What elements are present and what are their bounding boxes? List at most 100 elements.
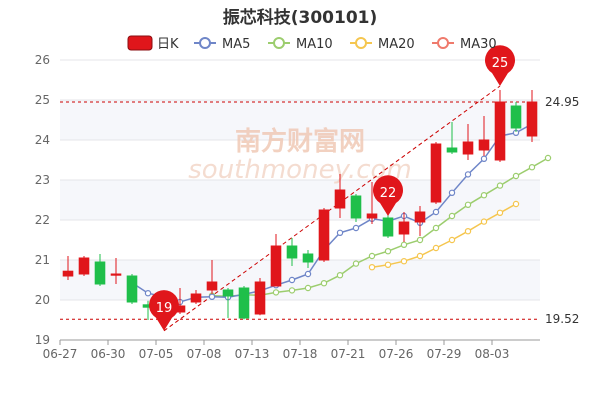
x-tick-label: 07-29 bbox=[427, 347, 462, 361]
grid-band bbox=[60, 100, 540, 140]
ma10-point bbox=[480, 191, 488, 199]
grid-band bbox=[60, 260, 540, 300]
candle-up bbox=[494, 101, 506, 161]
ma10-point bbox=[368, 252, 376, 260]
price-pin-label: 19 bbox=[156, 301, 173, 316]
y-tick-label: 25 bbox=[35, 93, 50, 107]
candle-up bbox=[398, 221, 410, 235]
candle-up bbox=[430, 143, 442, 203]
ma10-point bbox=[544, 154, 552, 162]
ma5-point bbox=[304, 270, 312, 278]
y-tick-label: 24 bbox=[35, 133, 50, 147]
x-tick-label: 07-21 bbox=[331, 347, 366, 361]
candle-down bbox=[126, 275, 138, 303]
x-tick-label: 06-30 bbox=[91, 347, 126, 361]
x-tick-label: 06-27 bbox=[43, 347, 78, 361]
candle-up bbox=[62, 270, 74, 277]
candle-up bbox=[414, 211, 426, 223]
ma10-point bbox=[336, 272, 344, 279]
ma20-point bbox=[496, 209, 504, 216]
candle-up bbox=[462, 141, 474, 155]
ma20-point bbox=[384, 261, 392, 268]
candle-down bbox=[286, 245, 298, 259]
candle-down bbox=[382, 217, 394, 237]
chart-title: 振芯科技(300101) bbox=[222, 8, 378, 28]
y-tick-label: 26 bbox=[35, 53, 50, 67]
trend-line bbox=[163, 85, 501, 332]
ma5-point bbox=[336, 229, 344, 236]
ma10-point bbox=[400, 241, 408, 248]
legend-kline-icon bbox=[127, 35, 153, 51]
candle-up bbox=[110, 273, 122, 276]
candle-down bbox=[94, 261, 106, 285]
candle-down bbox=[302, 253, 314, 263]
candle-down bbox=[238, 287, 250, 319]
x-tick-label: 07-26 bbox=[379, 347, 414, 361]
price-pin-marker bbox=[485, 45, 515, 86]
ma5-point bbox=[432, 208, 440, 216]
y-tick-label: 20 bbox=[35, 293, 50, 307]
legend-ma30-icon bbox=[437, 37, 449, 49]
candle-up bbox=[334, 189, 346, 209]
ma20-point bbox=[432, 244, 440, 252]
candle-down bbox=[446, 147, 458, 153]
ma20-point bbox=[400, 258, 408, 265]
candle-up bbox=[318, 209, 330, 261]
legend-ma5-icon bbox=[199, 37, 211, 49]
x-tick-label: 07-18 bbox=[283, 347, 318, 361]
legend-ma20-icon bbox=[355, 37, 367, 49]
ma20-point bbox=[464, 227, 472, 235]
candle-up bbox=[270, 245, 282, 287]
candle-up bbox=[478, 139, 490, 151]
ma10-point bbox=[304, 284, 312, 292]
legend-ma10-label: MA10 bbox=[296, 37, 333, 52]
price-pin-marker bbox=[373, 175, 403, 216]
candle-up bbox=[190, 293, 202, 303]
legend-ma30-label: MA30 bbox=[460, 37, 497, 52]
price-pin-label: 22 bbox=[380, 186, 397, 201]
ma20-point bbox=[368, 264, 376, 271]
ma10-point bbox=[416, 236, 424, 244]
ma10-point bbox=[272, 289, 280, 296]
ma10-point bbox=[496, 182, 504, 189]
y-tick-label: 21 bbox=[35, 253, 50, 267]
ma10-point bbox=[384, 247, 392, 255]
ma20-point bbox=[448, 236, 456, 244]
candle-down bbox=[350, 195, 362, 219]
ma5-point bbox=[208, 293, 216, 300]
candle-up bbox=[78, 257, 90, 275]
ma10-point bbox=[528, 163, 536, 171]
ma10-line bbox=[211, 157, 549, 298]
ma20-point bbox=[480, 218, 488, 225]
ma5-point bbox=[464, 171, 472, 178]
ma20-line bbox=[371, 203, 517, 268]
legend-ma20-label: MA20 bbox=[378, 37, 415, 52]
ma5-point bbox=[352, 224, 360, 232]
watermark-url-text: southmoney.com bbox=[188, 155, 411, 185]
x-tick-label: 07-05 bbox=[139, 347, 174, 361]
reference-line-label: 24.95 bbox=[545, 95, 579, 109]
candle-up bbox=[366, 213, 378, 219]
y-tick-label: 19 bbox=[35, 333, 50, 347]
ma10-point bbox=[512, 172, 520, 180]
ma10-point bbox=[464, 201, 472, 208]
legend-ma5-label: MA5 bbox=[222, 37, 250, 52]
watermark-logo-text: 南方财富网 bbox=[235, 126, 365, 157]
price-pin-label: 25 bbox=[492, 56, 509, 71]
x-tick-label: 08-03 bbox=[475, 347, 510, 361]
ma20-point bbox=[416, 252, 424, 260]
reference-line-label: 19.52 bbox=[545, 312, 579, 326]
ma10-point bbox=[448, 212, 456, 220]
x-tick-label: 07-13 bbox=[235, 347, 270, 361]
ma5-point bbox=[288, 276, 296, 284]
x-tick-label: 07-08 bbox=[187, 347, 222, 361]
candle-up bbox=[526, 101, 538, 137]
grid-band bbox=[60, 180, 540, 220]
y-tick-label: 22 bbox=[35, 213, 50, 227]
candle-down bbox=[510, 105, 522, 129]
candle-down bbox=[222, 289, 234, 297]
ma10-point bbox=[352, 260, 360, 267]
ma20-point bbox=[512, 200, 520, 208]
candle-up bbox=[206, 281, 218, 291]
